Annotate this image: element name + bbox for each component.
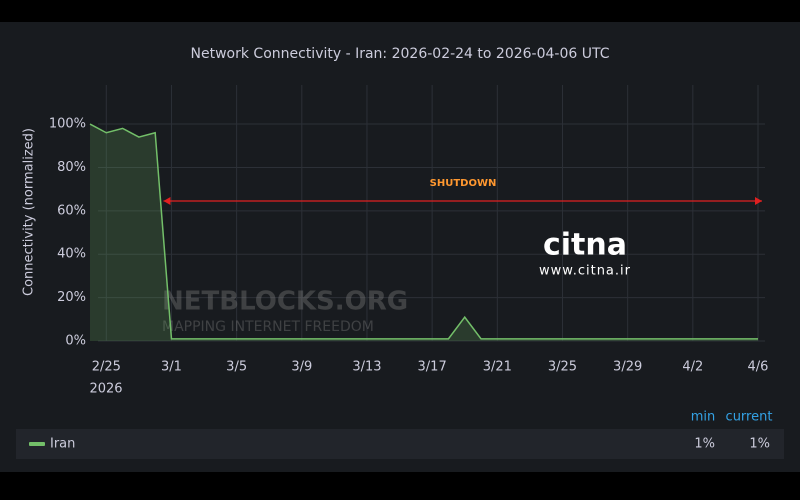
legend-header: current bbox=[726, 410, 773, 425]
legend-row bbox=[16, 429, 784, 459]
line bbox=[89, 123, 758, 340]
watermark: www.citna.ir bbox=[539, 264, 631, 279]
x-tick-label: 4/6 bbox=[748, 360, 769, 375]
x-year-label: 2026 bbox=[89, 382, 122, 397]
x-tick-label: 3/5 bbox=[226, 360, 247, 375]
legend-swatch bbox=[29, 442, 45, 446]
x-tick-label: 3/29 bbox=[613, 360, 642, 375]
legend-stat: 1% bbox=[694, 437, 715, 452]
y-tick-label: 60% bbox=[57, 203, 86, 218]
y-tick-label: 20% bbox=[57, 290, 86, 305]
chart-title: Network Connectivity - Iran: 2026-02-24 … bbox=[191, 46, 610, 62]
y-tick-label: 100% bbox=[49, 117, 86, 132]
y-axis-label: Connectivity (normalized) bbox=[22, 128, 37, 296]
x-tick-label: 3/9 bbox=[291, 360, 312, 375]
x-tick-label: 3/1 bbox=[161, 360, 182, 375]
arrow-head bbox=[755, 197, 762, 205]
x-tick-label: 3/21 bbox=[483, 360, 512, 375]
legend-stat: 1% bbox=[749, 437, 770, 452]
x-tick-label: 3/25 bbox=[548, 360, 577, 375]
arrow-head bbox=[163, 197, 171, 205]
x-tick-label: 3/13 bbox=[352, 360, 381, 375]
y-tick-label: 40% bbox=[57, 247, 86, 262]
legend-header: min bbox=[691, 410, 716, 425]
y-tick-label: 0% bbox=[65, 334, 86, 349]
x-tick-label: 4/2 bbox=[682, 360, 703, 375]
panel bbox=[0, 22, 800, 472]
y-tick-label: 80% bbox=[57, 160, 86, 175]
watermark: citna bbox=[543, 228, 627, 263]
area bbox=[90, 124, 758, 342]
watermark: NETBLOCKS.ORG bbox=[162, 287, 408, 317]
watermark: MAPPING INTERNET FREEDOM bbox=[162, 319, 374, 335]
x-tick-label: 3/17 bbox=[418, 360, 447, 375]
legend-label[interactable]: Iran bbox=[50, 437, 75, 452]
annotation: SHUTDOWN bbox=[430, 178, 497, 189]
x-tick-label: 2/25 bbox=[92, 360, 121, 375]
